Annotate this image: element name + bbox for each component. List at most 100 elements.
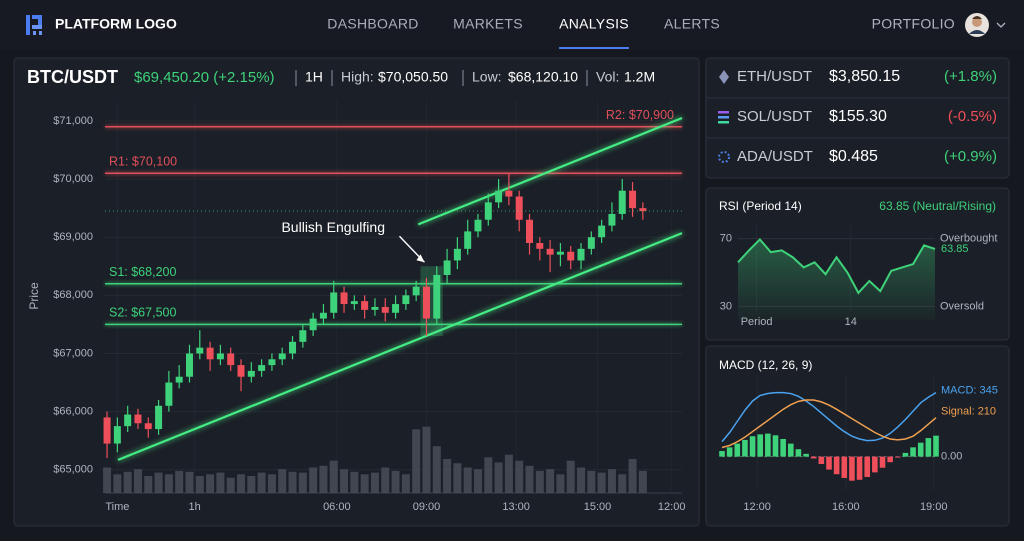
volume-bar	[154, 472, 163, 493]
volume-bar	[267, 474, 276, 493]
volume-bar	[350, 471, 359, 493]
volume-bar	[422, 426, 431, 493]
volume-bar	[494, 462, 503, 493]
ticker-pair[interactable]: SOL/USDT	[737, 108, 812, 125]
histogram-bar	[742, 439, 748, 457]
ticker-change: (-0.5%)	[948, 108, 997, 125]
candle-body	[196, 347, 204, 354]
series-label: Signal: 210	[941, 406, 996, 418]
volume-bar	[278, 469, 287, 493]
avatar[interactable]	[965, 13, 989, 37]
histogram-bar	[933, 435, 939, 457]
sol-icon	[718, 111, 729, 124]
candle-body	[340, 292, 348, 305]
candle-body	[412, 286, 420, 296]
y-axis-label: Price	[27, 282, 41, 310]
histogram-bar	[833, 456, 840, 475]
portfolio-link[interactable]: PORTFOLIO	[872, 16, 955, 32]
level-label: R1: $70,100	[109, 155, 177, 169]
candle-body	[433, 274, 441, 319]
x-tick-label: 09:00	[413, 501, 441, 513]
logo-text[interactable]: PLATFORM LOGO	[55, 16, 177, 32]
y-tick-label: $70,000	[53, 173, 93, 185]
ticker-change: (+0.9%)	[944, 148, 997, 165]
histogram-bar	[765, 433, 771, 457]
eth-icon	[719, 70, 729, 84]
candle-body	[134, 414, 142, 424]
volume-bar	[319, 465, 328, 493]
low-label: Low:	[472, 69, 502, 85]
histogram-bar	[879, 456, 886, 468]
x-tick-label: 1h	[189, 501, 201, 513]
level-label: S2: $67,500	[109, 306, 176, 320]
volume-bar	[309, 467, 318, 493]
candle-body	[556, 251, 564, 255]
rsi-title: RSI (Period 14)	[719, 199, 802, 213]
nav-item[interactable]: ANALYSIS	[559, 16, 629, 32]
volume-bar	[370, 472, 379, 493]
x-tick-label: Time	[105, 501, 129, 513]
volume-bar	[618, 474, 627, 493]
ticker-pair[interactable]: ETH/USDT	[737, 68, 812, 85]
candle-body	[175, 376, 183, 383]
candle-body	[299, 330, 307, 342]
volume-bar	[638, 470, 647, 493]
candle-body	[289, 341, 297, 354]
histogram-bar	[902, 452, 909, 457]
volume-bar	[443, 459, 452, 493]
candle-body	[422, 286, 430, 319]
volume-bar	[360, 474, 369, 493]
x-tick-label: 19:00	[920, 501, 948, 513]
macd-title: MACD (12, 26, 9)	[719, 358, 812, 372]
dropdown-chevron[interactable]	[996, 22, 1006, 28]
volume-bar	[566, 460, 575, 493]
x-tick-label: 13:00	[502, 501, 530, 513]
candle-body	[526, 219, 534, 244]
histogram-bar	[749, 436, 756, 457]
candle-body	[443, 260, 451, 275]
rsi-line	[737, 237, 936, 295]
high-value: $70,050.50	[378, 69, 448, 85]
candle-body	[247, 370, 255, 377]
candle-body	[330, 292, 338, 313]
ticker-price: $3,850.15	[829, 68, 900, 85]
volume-bar	[391, 470, 400, 493]
candle-body	[618, 190, 626, 214]
volume-bar	[237, 474, 246, 493]
nav-item[interactable]: DASHBOARD	[327, 16, 418, 32]
candle-body	[350, 301, 358, 305]
histogram-bar	[917, 442, 924, 457]
macd-chart: 12:00 16:00 19:00 0.00 MACD: 345 Signal: 210	[719, 375, 998, 513]
nav-item[interactable]: ALERTS	[664, 16, 720, 32]
candle-body	[165, 382, 173, 406]
volume-bar	[195, 476, 204, 493]
candle-body	[237, 365, 245, 377]
low-value: $68,120.10	[508, 69, 578, 85]
interval[interactable]: 1H	[305, 69, 323, 85]
candle-body	[598, 225, 606, 238]
level-note: Oversold	[940, 300, 984, 312]
logo-icon[interactable]	[26, 15, 42, 35]
nav-item[interactable]: MARKETS	[453, 16, 523, 32]
candle-body	[402, 295, 410, 305]
volume-bar	[340, 469, 349, 493]
ticker-pair[interactable]: ADA/USDT	[737, 148, 813, 165]
volume-bar	[185, 471, 194, 493]
y-tick-label: $65,000	[53, 464, 93, 476]
tickers-panel	[705, 57, 1010, 179]
histogram-bar	[780, 438, 786, 457]
rsi-area	[738, 239, 935, 320]
volume-bar	[329, 460, 338, 493]
candle-body	[577, 248, 585, 261]
rsi-value: 63.85 (Neutral/Rising)	[879, 199, 996, 213]
ticker-rows: ETH/USDT $3,850.15 (+1.8%) SOL/USDT $155.30 (…	[737, 68, 997, 165]
volume-bar	[144, 476, 153, 493]
candle-body	[144, 423, 152, 430]
volume-bar	[216, 472, 225, 493]
candle-body	[124, 414, 132, 427]
candle-body	[185, 353, 193, 377]
histogram-bar	[864, 456, 871, 478]
candle-body	[464, 231, 472, 249]
candle-body	[206, 347, 214, 360]
volume-bar	[546, 469, 555, 493]
